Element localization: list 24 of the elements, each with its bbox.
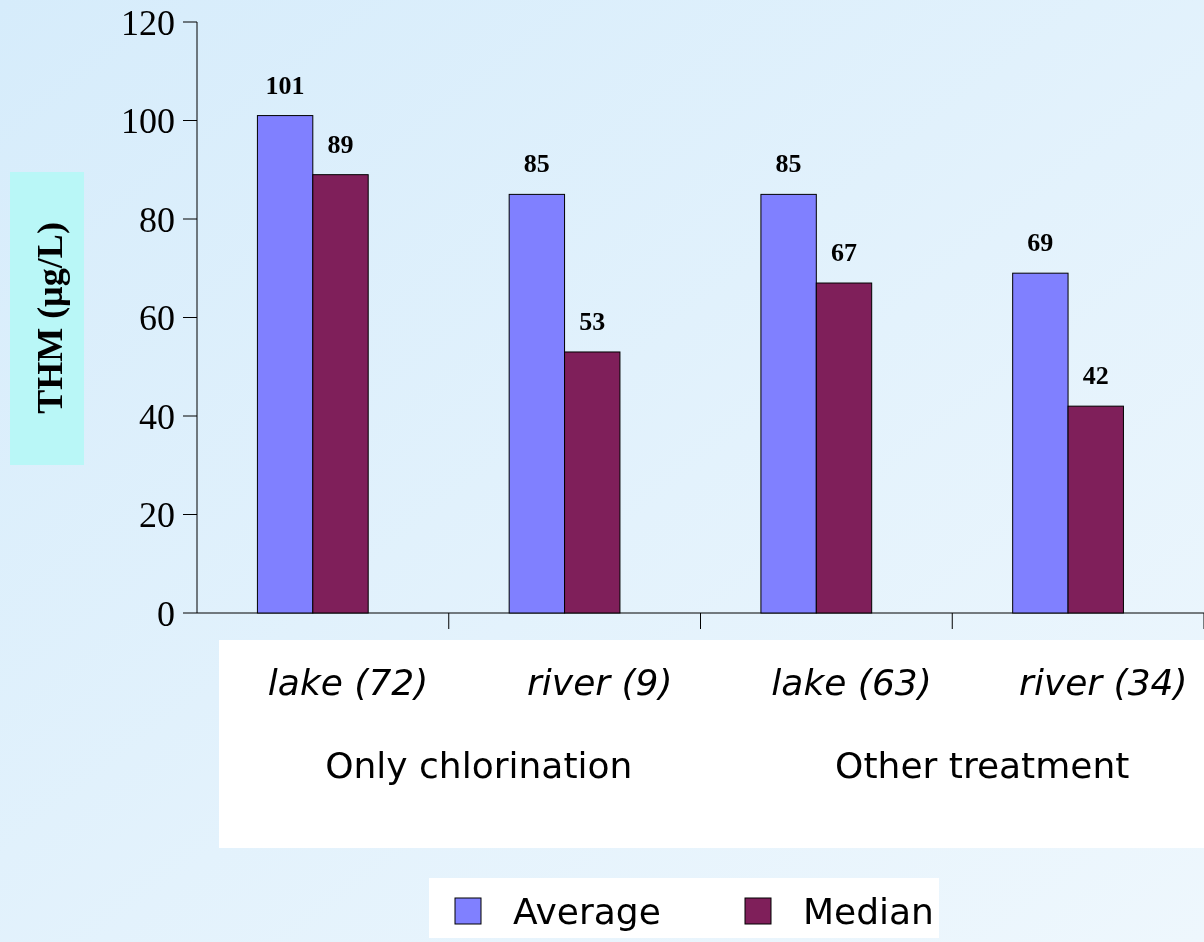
y-tick-label: 20 [139,495,175,536]
x-tick-label: lake (72) [267,662,429,703]
y-axis-title: THM (µg/L) [30,222,70,414]
text: Other treatment [835,745,1130,786]
y-tick-label: 40 [139,396,175,437]
data-label: 69 [1027,228,1054,258]
y-tick-label: 0 [157,593,175,634]
legend-label: Average [513,890,661,932]
y-tick-label: 120 [121,2,175,43]
y-tick-label: 80 [139,199,175,240]
data-label: 53 [579,306,606,336]
x-tick-label: lake (63) [771,662,932,703]
text: Only chlorination [325,745,633,786]
data-label: 85 [775,149,802,179]
data-label: 89 [327,129,354,159]
data-label: 67 [831,238,857,268]
data-label: 101 [265,70,305,100]
x-tick-label: river (34) [1019,662,1188,703]
y-tick-label: 60 [139,298,175,339]
data-label: 42 [1082,361,1109,391]
x-tick-label: river (9) [527,662,673,703]
legend-label: Median [803,890,934,932]
data-label: 85 [523,149,550,179]
y-tick-label: 100 [121,101,175,142]
